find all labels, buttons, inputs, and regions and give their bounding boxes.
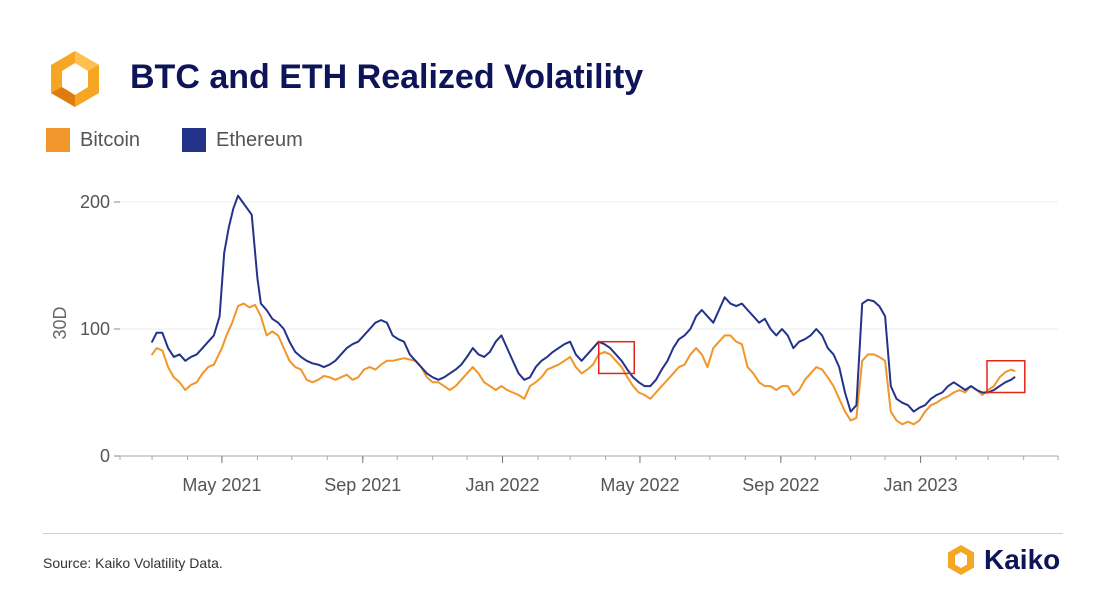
y-axis-title: 30D <box>50 306 70 339</box>
footer-divider <box>43 533 1063 534</box>
chart-legend: Bitcoin Ethereum <box>46 128 303 152</box>
x-tick-label: May 2022 <box>600 475 679 495</box>
y-tick-label: 200 <box>80 192 110 212</box>
x-tick-label: Sep 2022 <box>742 475 819 495</box>
x-tick-label: May 2021 <box>182 475 261 495</box>
series-line-ethereum <box>151 194 1016 413</box>
kaiko-hexagon-logo-icon <box>51 51 99 107</box>
kaiko-brand: Kaiko <box>944 543 1060 577</box>
highlight-box-1 <box>597 340 635 375</box>
legend-swatch-ethereum <box>182 128 207 152</box>
kaiko-logo-icon <box>948 545 974 575</box>
legend-label-bitcoin: Bitcoin <box>80 128 141 151</box>
chart-axes: 0 100 200 May 2021 Sep 2021 Jan 2022 May 2022 S… <box>80 192 1059 495</box>
chart-gridlines <box>120 201 1058 330</box>
brand-name: Kaiko <box>984 544 1061 575</box>
y-tick-label: 100 <box>80 319 110 339</box>
chart-highlights <box>597 340 1026 394</box>
legend-item-bitcoin: Bitcoin <box>46 128 140 152</box>
x-tick-label: Jan 2022 <box>465 475 539 495</box>
series-line-bitcoin <box>151 302 1016 426</box>
chart-series <box>151 194 1016 426</box>
y-tick-label: 0 <box>100 446 110 466</box>
legend-swatch-bitcoin <box>46 128 70 152</box>
x-tick-label: Sep 2021 <box>324 475 401 495</box>
legend-item-ethereum: Ethereum <box>182 128 303 152</box>
volatility-line-chart: 0 100 200 May 2021 Sep 2021 Jan 2022 May 2022 S… <box>50 192 1059 495</box>
legend-label-ethereum: Ethereum <box>216 128 303 151</box>
source-note: Source: Kaiko Volatility Data. <box>43 555 223 571</box>
x-tick-label: Jan 2023 <box>884 475 958 495</box>
page-title: BTC and ETH Realized Volatility <box>130 58 644 96</box>
highlight-box-2 <box>986 360 1026 394</box>
